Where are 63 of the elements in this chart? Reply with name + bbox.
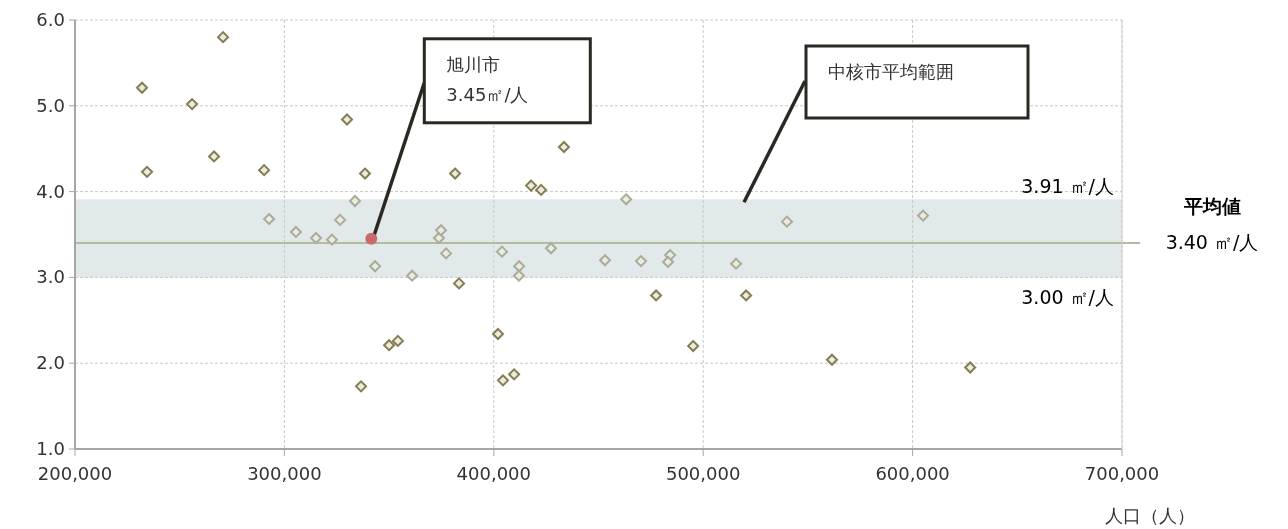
point (263, 213, 276, 226)
point (208, 150, 221, 163)
y-tick-label: 3.0 (36, 266, 65, 288)
point (406, 269, 419, 282)
x-tick-label: 300,000 (247, 463, 322, 484)
point (325, 233, 338, 246)
point (186, 98, 199, 111)
x-tick-label: 200,000 (37, 463, 113, 484)
point (525, 179, 538, 192)
ref-line-label: 平均値 3.40 ㎡/人 (1165, 195, 1259, 254)
band-label: 中核市平均範囲 (828, 61, 954, 82)
point (334, 213, 347, 226)
point (917, 209, 930, 222)
x-tick-label: 600,000 (875, 463, 950, 484)
point (348, 195, 361, 208)
point (435, 224, 448, 237)
y-tick-label: 2.0 (36, 352, 65, 374)
point (359, 167, 372, 180)
point (453, 277, 466, 290)
point (730, 257, 743, 270)
point (341, 113, 354, 126)
x-tick-label: 400,000 (456, 463, 532, 484)
point (449, 167, 462, 180)
point (512, 269, 525, 282)
point (557, 140, 570, 153)
x-axis-title: 人口（人） (1105, 505, 1195, 526)
point (369, 260, 382, 273)
point (598, 254, 611, 267)
annotation: 3.00 ㎡/人 (1021, 286, 1114, 309)
point (497, 374, 510, 387)
x-tick-label: 700,000 (1084, 463, 1160, 484)
point (825, 353, 838, 366)
point (289, 225, 302, 238)
point (355, 380, 368, 393)
point (491, 328, 504, 341)
point (535, 183, 548, 196)
point (620, 193, 633, 206)
x-tick-label: 500,000 (665, 463, 741, 484)
y-tick-label: 5.0 (36, 94, 65, 116)
point (650, 289, 663, 302)
point (508, 368, 521, 381)
point (136, 81, 149, 94)
point (635, 255, 648, 268)
point (440, 247, 453, 260)
y-tick-label: 1.0 (36, 438, 65, 459)
annotation: 旭川市 3.45㎡/人 (446, 53, 529, 105)
point (780, 215, 793, 228)
point (662, 255, 675, 268)
point (258, 164, 271, 177)
point (687, 340, 700, 353)
point (391, 334, 404, 347)
point (310, 231, 323, 244)
point (740, 289, 753, 302)
point (365, 232, 378, 245)
point (964, 361, 977, 374)
point (495, 245, 508, 258)
annotation: 3.91 ㎡/人 (1021, 175, 1114, 198)
point (383, 339, 396, 352)
point (141, 165, 154, 178)
point (544, 242, 557, 255)
y-tick-label: 4.0 (36, 180, 65, 202)
point (217, 31, 230, 44)
y-tick-label: 6.0 (36, 9, 65, 30)
